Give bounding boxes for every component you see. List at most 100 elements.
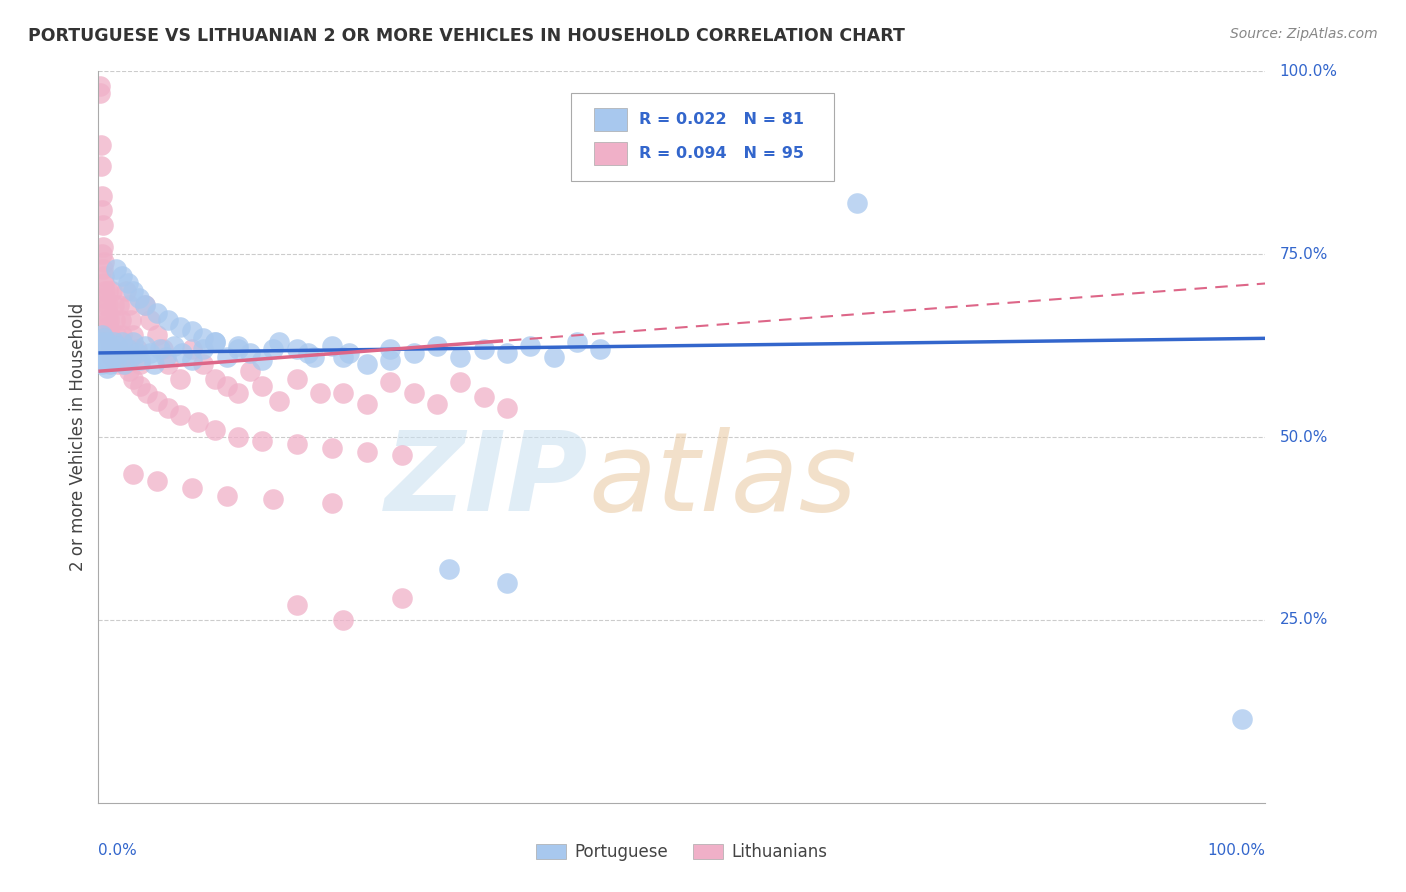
Point [1230, 712, 1253, 726]
Point [134, 298, 156, 312]
Point [118, 364, 141, 378]
Point [111, 334, 134, 349]
Point [104, 313, 127, 327]
Point [90, 334, 112, 349]
Point [100, 350, 122, 364]
Point [228, 386, 250, 401]
Point [90, 160, 112, 174]
Point [111, 327, 134, 342]
Point [519, 338, 541, 352]
Point [262, 343, 284, 357]
Point [89, 87, 111, 101]
Point [356, 397, 378, 411]
Text: ZIP: ZIP [385, 427, 589, 534]
Point [104, 346, 127, 360]
Point [391, 448, 413, 462]
Point [101, 284, 124, 298]
Text: Source: ZipAtlas.com: Source: ZipAtlas.com [1230, 27, 1378, 41]
Point [112, 343, 135, 357]
Point [111, 269, 134, 284]
Point [321, 496, 343, 510]
Point [496, 401, 519, 415]
Point [380, 343, 402, 357]
Point [129, 353, 152, 368]
Text: 100.0%: 100.0% [1279, 64, 1337, 78]
Point [143, 357, 166, 371]
Point [129, 379, 152, 393]
Text: 0.0%: 0.0% [98, 843, 138, 858]
Point [94, 350, 117, 364]
Point [239, 346, 262, 360]
Point [321, 441, 343, 455]
Point [105, 343, 128, 357]
Point [90, 247, 112, 261]
Point [437, 562, 460, 576]
Point [94, 343, 117, 357]
Point [108, 346, 131, 360]
Point [91, 261, 114, 276]
Point [402, 386, 425, 401]
Point [90, 137, 112, 152]
Point [136, 386, 159, 401]
Point [105, 338, 128, 352]
Point [97, 313, 120, 327]
Point [426, 397, 449, 411]
Point [128, 291, 150, 305]
Point [269, 393, 291, 408]
Point [269, 334, 291, 349]
Point [112, 357, 135, 371]
Point [163, 338, 186, 352]
Point [122, 284, 145, 298]
Point [565, 334, 588, 349]
Point [304, 350, 326, 364]
Point [332, 386, 354, 401]
Point [98, 343, 121, 357]
Point [98, 357, 121, 371]
Point [134, 338, 156, 352]
Point [169, 320, 191, 334]
Point [93, 331, 115, 345]
Point [180, 353, 202, 368]
Point [262, 492, 284, 507]
Point [120, 350, 142, 364]
Point [97, 338, 120, 352]
Point [90, 357, 112, 371]
Point [380, 353, 402, 368]
Point [103, 334, 125, 349]
Text: PORTUGUESE VS LITHUANIAN 2 OR MORE VEHICLES IN HOUSEHOLD CORRELATION CHART: PORTUGUESE VS LITHUANIAN 2 OR MORE VEHIC… [28, 27, 905, 45]
Point [215, 489, 238, 503]
Legend: Portuguese, Lithuanians: Portuguese, Lithuanians [530, 837, 834, 868]
Point [228, 430, 250, 444]
Point [129, 357, 152, 371]
Point [402, 346, 425, 360]
Point [187, 416, 209, 430]
Point [107, 357, 129, 371]
Point [101, 350, 124, 364]
Point [104, 353, 127, 368]
Point [90, 350, 112, 364]
Point [117, 277, 139, 291]
Point [496, 346, 519, 360]
Point [157, 313, 180, 327]
Point [122, 467, 145, 481]
Point [94, 291, 117, 305]
Point [356, 444, 378, 458]
Point [89, 78, 111, 93]
Point [93, 269, 115, 284]
Point [321, 338, 343, 352]
Point [101, 343, 124, 357]
Point [108, 350, 131, 364]
Point [96, 360, 118, 375]
Point [169, 371, 191, 385]
Point [146, 474, 169, 488]
Point [309, 386, 332, 401]
Point [98, 327, 121, 342]
Point [104, 327, 127, 342]
Point [117, 343, 139, 357]
Point [589, 343, 612, 357]
Point [285, 371, 308, 385]
Point [146, 327, 169, 342]
Point [380, 376, 402, 390]
Point [90, 327, 112, 342]
Point [193, 357, 215, 371]
